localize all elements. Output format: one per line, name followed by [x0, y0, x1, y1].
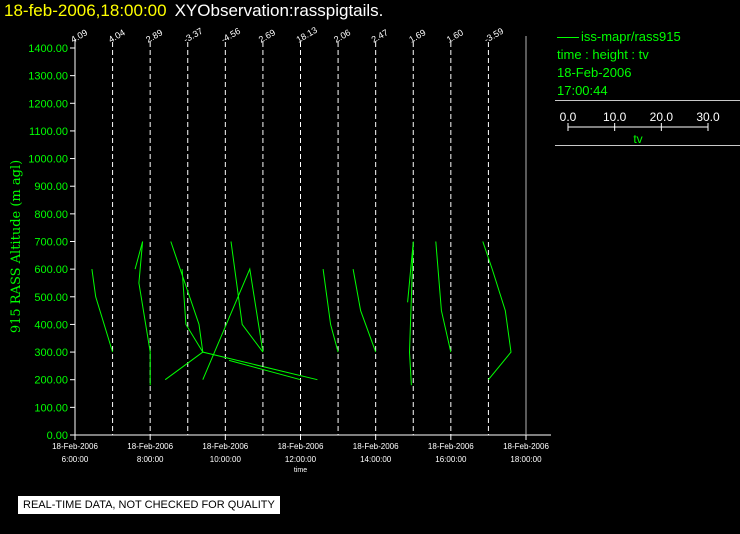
- profile-line: [352, 269, 377, 353]
- profile-line: [170, 241, 204, 353]
- tv-scale-svg: 0.0 10.0 20.0 30.0 tv: [560, 110, 720, 146]
- profile-value-label: 1.69: [407, 27, 427, 44]
- y-tick-label: 600.00: [34, 264, 68, 276]
- x-axis-label: time: [294, 467, 307, 474]
- legend: iss-mapr/rass915 time : height : tv 18-F…: [555, 28, 740, 146]
- legend-time: 17:00:44: [557, 83, 608, 98]
- profile-line: [482, 241, 512, 381]
- legend-tv-scale: 0.0 10.0 20.0 30.0 tv: [557, 110, 740, 146]
- x-tick-label-date: 18-Feb-2006: [52, 442, 98, 451]
- y-tick-label: 400.00: [34, 319, 68, 331]
- profile-value-label: -4.56: [219, 26, 242, 45]
- x-tick-label-date: 18-Feb-2006: [202, 442, 248, 451]
- profile-line: [164, 351, 318, 381]
- y-tick-label: 300.00: [34, 347, 68, 359]
- y-tick-label: 1200.00: [28, 98, 68, 110]
- y-tick-label: 1300.00: [28, 71, 68, 83]
- profile-value-label: -3.37: [182, 26, 205, 45]
- x-tick-label-time: 8:00:00: [137, 455, 164, 464]
- x-tick-label-time: 18:00:00: [510, 455, 542, 464]
- profile-value-label: -3.59: [482, 26, 505, 45]
- profile-value-label: 18.13: [295, 25, 320, 45]
- tv-scale-label: tv: [633, 132, 642, 145]
- tv-scale-tick-label: 10.0: [603, 111, 627, 124]
- title-datetime: 18-feb-2006,18:00:00: [4, 1, 167, 20]
- legend-divider-top: [555, 100, 740, 101]
- profile-line: [202, 241, 264, 380]
- profile-line: [228, 359, 301, 381]
- tv-scale-tick-label: 30.0: [696, 111, 720, 124]
- legend-description: time : height : tv: [557, 47, 649, 62]
- x-tick-label-date: 18-Feb-2006: [428, 442, 474, 451]
- profile-line: [407, 241, 414, 386]
- y-tick-label: 1000.00: [28, 154, 68, 166]
- profile-value-label: 2.89: [144, 27, 164, 44]
- legend-date: 18-Feb-2006: [557, 65, 632, 80]
- legend-series-label: iss-mapr/rass915: [581, 29, 681, 44]
- profile-value-label: 2.06: [332, 27, 352, 44]
- y-tick-label: 800.00: [34, 209, 68, 221]
- y-tick-label: 100.00: [34, 402, 68, 414]
- profile-line: [322, 269, 339, 353]
- x-tick-label-time: 12:00:00: [285, 455, 317, 464]
- quality-notice: REAL-TIME DATA, NOT CHECKED FOR QUALITY: [18, 496, 280, 514]
- legend-divider-bottom: [555, 145, 740, 146]
- x-tick-label-date: 18-Feb-2006: [503, 442, 549, 451]
- x-tick-label-time: 14:00:00: [360, 455, 392, 464]
- profile-value-label: 4.09: [69, 27, 89, 44]
- profile-value-label: 2.47: [370, 27, 390, 44]
- profile-value-label: 2.69: [257, 27, 277, 44]
- y-tick-label: 500.00: [34, 292, 68, 304]
- y-tick-label: 0.00: [47, 430, 68, 442]
- tv-scale-tick-label: 20.0: [650, 111, 674, 124]
- title-bar: 18-feb-2006,18:00:00 XYObservation:rasspi…: [4, 1, 383, 21]
- profile-line: [91, 269, 114, 353]
- y-tick-label: 1100.00: [29, 126, 68, 138]
- legend-series: iss-mapr/rass915: [557, 28, 740, 46]
- profile-value-label: 4.04: [107, 27, 127, 44]
- y-tick-label: 900.00: [34, 181, 68, 193]
- profile-value-label: 1.60: [445, 27, 465, 44]
- profile-line: [435, 241, 452, 353]
- x-tick-label-time: 6:00:00: [62, 455, 89, 464]
- y-tick-label: 1400.00: [28, 43, 68, 55]
- x-tick-label-time: 10:00:00: [210, 455, 242, 464]
- profile-line: [134, 241, 151, 386]
- x-tick-label-date: 18-Feb-2006: [127, 442, 173, 451]
- y-tick-label: 200.00: [34, 375, 68, 387]
- x-tick-label-time: 16:00:00: [435, 455, 467, 464]
- legend-line-swatch: [557, 37, 579, 39]
- y-axis-label: 915 RASS Altitude (m agl): [9, 160, 24, 333]
- title-observation: XYObservation:rasspigtails.: [174, 1, 384, 20]
- x-tick-label-date: 18-Feb-2006: [353, 442, 399, 451]
- y-tick-label: 700.00: [34, 237, 68, 249]
- tv-scale-tick-label: 0.0: [560, 111, 577, 124]
- x-tick-label-date: 18-Feb-2006: [278, 442, 324, 451]
